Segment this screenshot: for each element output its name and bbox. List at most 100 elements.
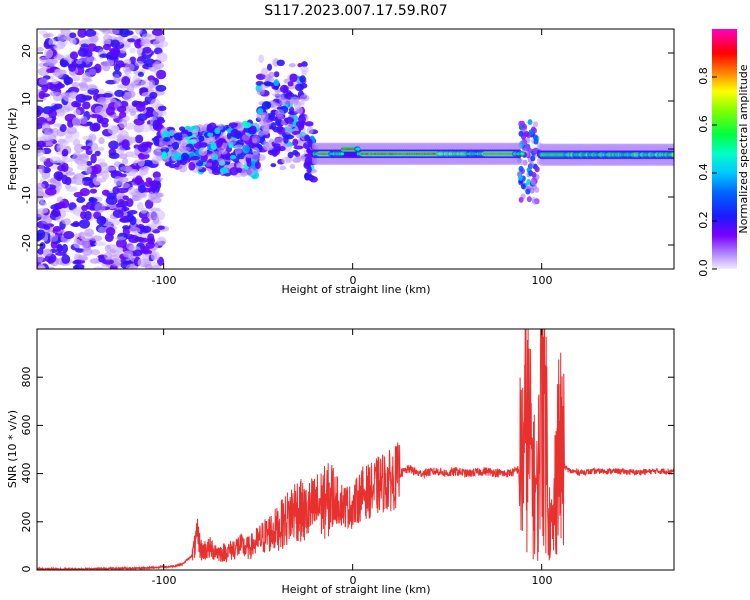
spectrogram-cell [69, 32, 77, 39]
spectrogram-cell [119, 166, 132, 172]
spectrogram-cell [80, 145, 92, 150]
spectrogram-cell [173, 152, 184, 161]
spectrogram-cell [252, 147, 260, 156]
spectrogram-cell [205, 162, 213, 167]
spectrogram-cell [96, 215, 107, 226]
spectrogram-cell [73, 238, 82, 249]
spectrogram-cell [178, 145, 188, 153]
spectrogram-cell [275, 109, 285, 117]
spectrogram-cell [518, 130, 524, 137]
colorbar-tick-label-0: 0.0 [697, 259, 710, 277]
spectrogram-cell [271, 116, 279, 121]
top-ytick-label-10: 10 [20, 92, 33, 106]
spectrogram-cell [94, 150, 101, 157]
spectrogram-cell [39, 30, 48, 35]
spectrogram-cell [55, 215, 64, 223]
spectrogram-cell [127, 38, 136, 43]
spectrogram-cell [121, 139, 130, 150]
spectrogram-cell [249, 125, 257, 135]
spectrogram-cell [529, 187, 535, 194]
spectrogram-cell [122, 250, 134, 258]
spectrogram-cell [43, 141, 54, 147]
spectrogram-cell [125, 198, 134, 208]
spectrogram-cell [65, 186, 78, 192]
spectrogram-cell [98, 226, 107, 233]
bot-ytick-label-600: 600 [20, 415, 33, 436]
spectrogram-cell [45, 82, 55, 90]
spectrogram-cell [127, 90, 136, 98]
spectrogram-cell [296, 139, 304, 146]
spectrogram-cell [261, 101, 272, 110]
spectrogram-cell [284, 126, 293, 135]
spectrogram-cell [268, 71, 275, 78]
spectrogram-cell [82, 177, 93, 182]
spectrogram-cell [241, 134, 250, 141]
spectrogram-cell [63, 231, 75, 240]
spectrogram-cell [102, 43, 112, 51]
snr-ticks [37, 329, 674, 571]
spectrogram-cell [266, 63, 273, 71]
spectrogram-cell [54, 68, 64, 79]
spectrogram-cell [65, 171, 76, 176]
spectrogram-cell [90, 235, 103, 242]
spectrogram-cell [532, 147, 538, 154]
spectrogram-cell [157, 236, 167, 246]
spectrogram-cell [111, 219, 121, 226]
spectrogram-cell [234, 147, 243, 155]
spectrogram-cell [102, 34, 113, 42]
colorbar-label: Normalized spectral amplitude [737, 64, 750, 233]
spectrogram-cell [55, 171, 63, 182]
spectrogram-ticks [37, 29, 674, 269]
spectrogram-cell [129, 47, 136, 54]
spectrogram-cell [532, 198, 538, 205]
spectrogram-cell [122, 157, 129, 165]
spectrogram-cell [217, 123, 224, 131]
spectrogram-cell [71, 116, 82, 127]
spectrogram-cell [293, 145, 304, 150]
spectrogram-cell [283, 135, 289, 144]
colorbar-tick-label-02: 0.2 [697, 211, 710, 229]
spectrogram-cell [260, 112, 269, 121]
spectrogram-cell [108, 152, 120, 159]
spectrogram-cell [41, 122, 51, 133]
spectrogram-cell [89, 188, 98, 194]
spectrogram-cell [78, 219, 90, 229]
top-ytick-label-0: 0 [20, 144, 33, 151]
spectrogram-cell [153, 61, 161, 70]
spectrogram-cell [159, 140, 169, 150]
spectrogram-cell [518, 120, 524, 127]
spectrogram-cell [229, 154, 237, 160]
spectrogram-cell [168, 163, 176, 169]
spectrogram-cell [134, 134, 144, 144]
top-xtick-label-neg100: -100 [152, 274, 177, 287]
spectrogram-cell [254, 161, 261, 169]
spectrogram-cell [97, 158, 106, 164]
spectrogram-cell [49, 234, 59, 242]
spectrogram-cell [273, 71, 280, 78]
spectrogram-cell [37, 46, 44, 52]
spectrogram-cell [228, 137, 237, 146]
spectrogram-cell [128, 187, 137, 196]
spectrogram-cell [37, 207, 49, 214]
spectrogram-cell [54, 182, 62, 187]
spectrogram-cell [153, 149, 163, 157]
spectrogram-cell [76, 161, 88, 167]
spectrogram-cell [121, 206, 130, 212]
spectrogram-cell [108, 140, 119, 150]
spectrogram-cell [306, 165, 312, 174]
spectrogram-cell [105, 196, 118, 205]
spectrogram-cell [37, 105, 44, 115]
spectrogram-cell [77, 48, 89, 58]
spectrogram-cell [156, 69, 167, 80]
spectrogram-cell [304, 156, 313, 166]
top-ytick-label-neg10: -10 [20, 186, 33, 204]
spectrogram-cell [49, 156, 62, 164]
spectrogram-cell [37, 265, 46, 269]
spectrogram-cell [39, 201, 47, 207]
spectrogram-cell [134, 60, 144, 67]
spectrogram-cell [120, 182, 131, 189]
colorbar: 0.0 0.2 0.4 0.6 0.8 Normalized spectral … [697, 29, 750, 277]
spectrogram-cell [521, 139, 527, 146]
spectrogram-cell [152, 171, 161, 179]
